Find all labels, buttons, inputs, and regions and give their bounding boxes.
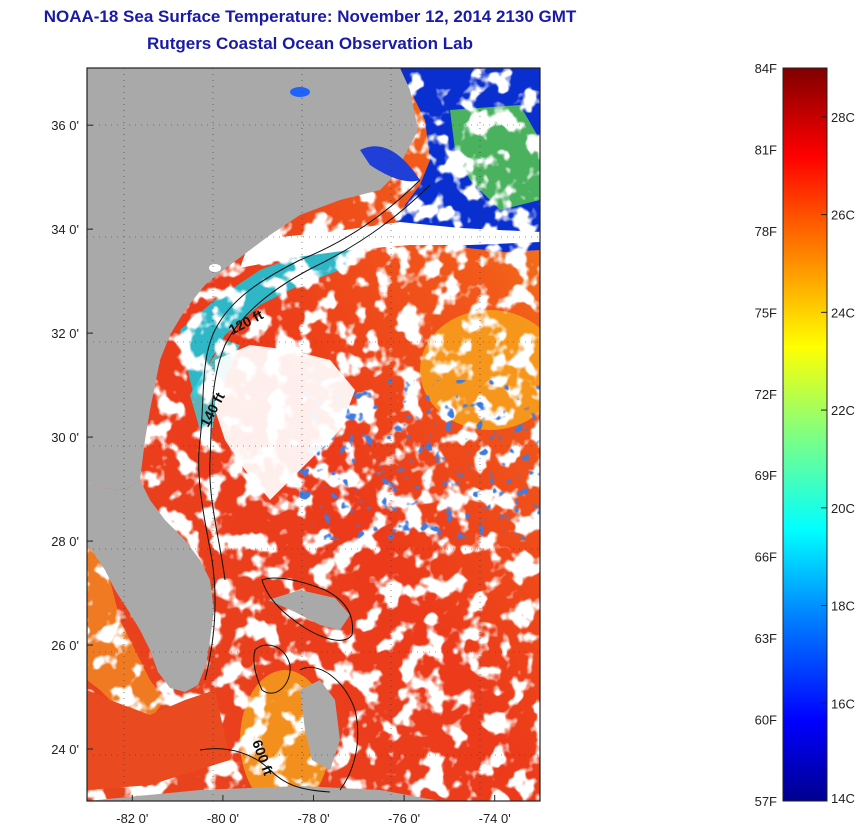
colorbar-c-label: 26C bbox=[831, 208, 855, 223]
graticule bbox=[87, 68, 540, 801]
sst-map: 120 ft 140 ft 600 ft 24 0'26 0'28 0'30 0… bbox=[51, 67, 541, 826]
lon-tick-label: -82 0' bbox=[116, 811, 148, 826]
lake bbox=[290, 87, 310, 97]
lon-tick-label: -74 0' bbox=[479, 811, 511, 826]
lat-tick-label: 32 0' bbox=[51, 326, 79, 341]
colorbar bbox=[782, 67, 828, 802]
lat-tick-label: 30 0' bbox=[51, 430, 79, 445]
cloud-mass-central bbox=[215, 345, 355, 500]
colorbar-f-label: 66F bbox=[755, 550, 777, 565]
colorbar-c-label: 14C bbox=[831, 791, 855, 806]
bathymetry-contours bbox=[198, 179, 431, 793]
colorbar-f-label: 57F bbox=[755, 794, 777, 809]
celsius-labels: 28C 26C 24C 22C 20C 18C 16C 14C bbox=[821, 110, 855, 806]
colorbar-c-label: 18C bbox=[831, 599, 855, 614]
lat-tick-label: 36 0' bbox=[51, 118, 79, 133]
lon-tick-label: -78 0' bbox=[297, 811, 329, 826]
cloud-band-north bbox=[240, 222, 540, 268]
map-plot-area bbox=[87, 68, 540, 801]
lon-tick-label: -80 0' bbox=[207, 811, 239, 826]
map-subtitle: Rutgers Coastal Ocean Observation Lab bbox=[147, 34, 473, 53]
lon-tick-label: -76 0' bbox=[388, 811, 420, 826]
colorbar-c-label: 28C bbox=[831, 110, 855, 125]
colorbar-f-label: 84F bbox=[755, 61, 777, 76]
lat-tick-label: 28 0' bbox=[51, 534, 79, 549]
colorbar-f-label: 78F bbox=[755, 224, 777, 239]
lake bbox=[209, 264, 221, 272]
colorbar-legend: 84F 81F 78F 75F 72F 69F 66F 63F 60F 57F 28C 26C 24C… bbox=[755, 61, 855, 809]
colorbar-f-label: 69F bbox=[755, 468, 777, 483]
latitude-axis: 24 0' 26 0' 28 0' 30 0' 32 0' 34 0' 36 0' bbox=[51, 118, 93, 757]
land-cuba bbox=[87, 786, 440, 801]
lat-tick-label: 34 0' bbox=[51, 222, 79, 237]
land-grand-bahama bbox=[268, 590, 350, 630]
land-florida bbox=[87, 480, 214, 692]
colorbar-c-label: 20C bbox=[831, 501, 855, 516]
colorbar-f-label: 75F bbox=[755, 305, 777, 320]
map-title: NOAA-18 Sea Surface Temperature: Novembe… bbox=[43, 7, 577, 26]
colorbar-f-label: 60F bbox=[755, 713, 777, 728]
colorbar-f-label: 72F bbox=[755, 387, 777, 402]
longitude-axis: -82 0' -80 0' -78 0' -76 0' -74 0' bbox=[116, 795, 511, 826]
colorbar-f-label: 63F bbox=[755, 631, 777, 646]
land-southeast-us bbox=[87, 68, 418, 490]
pamlico-sound bbox=[360, 146, 420, 182]
colorbar-f-label: 81F bbox=[755, 142, 777, 157]
fahrenheit-labels: 84F 81F 78F 75F 72F 69F 66F 63F 60F 57F bbox=[755, 61, 777, 809]
colorbar-c-label: 24C bbox=[831, 305, 855, 320]
lat-tick-label: 26 0' bbox=[51, 638, 79, 653]
colorbar-c-label: 22C bbox=[831, 403, 855, 418]
lat-tick-label: 24 0' bbox=[51, 742, 79, 757]
gulf-coast-water bbox=[87, 690, 230, 790]
colorbar-c-label: 16C bbox=[831, 696, 855, 711]
land-andros bbox=[300, 680, 340, 770]
